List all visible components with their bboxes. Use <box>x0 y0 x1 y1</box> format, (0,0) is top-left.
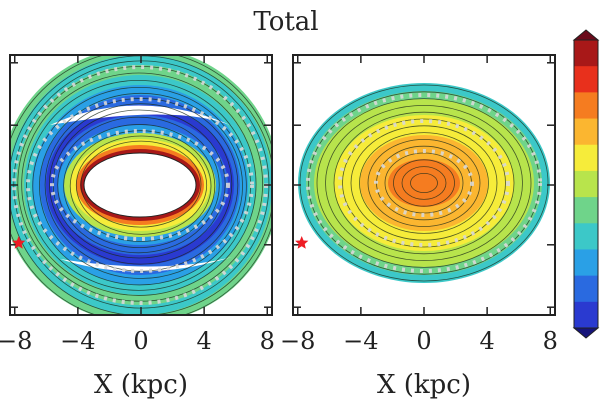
ring-contour <box>49 103 233 265</box>
disk-contour <box>359 132 489 234</box>
x-tick-label: 8 <box>260 327 275 355</box>
disk-contour <box>342 118 506 248</box>
x-tick-label: 0 <box>133 327 148 355</box>
disk-dotted-tracks <box>306 93 542 273</box>
disk-contour <box>367 138 481 227</box>
ring-contour <box>80 140 202 228</box>
disk-contour <box>333 111 515 255</box>
disk-level <box>402 169 446 197</box>
ring-central-hole <box>83 152 197 218</box>
colorbar-segment <box>574 197 598 224</box>
sun-position-star-marker <box>12 236 26 249</box>
colorbar-segment <box>574 144 598 172</box>
colorbar-bottom-extension <box>572 327 600 339</box>
colorbar-segment <box>574 170 598 198</box>
colorbar-segment <box>574 249 598 277</box>
panel-left-xlabel: X (kpc) <box>94 370 188 400</box>
colorbar-segment <box>574 66 598 93</box>
x-tick-label: −4 <box>60 327 95 355</box>
colorbar-segment <box>574 223 598 250</box>
colorbar-top-extension <box>572 29 600 41</box>
x-tick-label: −4 <box>343 327 378 355</box>
disk-dotted-track <box>374 149 474 217</box>
disk-contour <box>401 166 447 200</box>
disk-contour <box>393 159 455 207</box>
ring-contour <box>69 130 212 242</box>
disk-heatmap-layers <box>298 83 550 283</box>
x-tick-label: −8 <box>0 327 32 355</box>
disk-contour <box>299 84 549 282</box>
panel-left-tick-labels: −8 −4 0 4 8 <box>0 327 275 355</box>
panel-left-ticks <box>10 55 272 315</box>
ring-contour <box>38 92 243 279</box>
disk-dotted-track <box>306 93 542 273</box>
colorbar-segment <box>574 301 598 329</box>
ring-gap-top <box>50 105 235 127</box>
panel-right-xlabel: X (kpc) <box>377 370 471 400</box>
disk-dotted-track <box>338 119 510 247</box>
ring-dotted-track <box>50 129 230 241</box>
colorbar-segment <box>574 40 598 67</box>
disk-contour <box>316 98 532 268</box>
colorbar <box>572 29 600 339</box>
ring-contour <box>57 116 220 254</box>
sun-position-star-marker <box>295 236 309 249</box>
panel-left: −8 −4 0 4 8 X (kpc) <box>0 54 275 400</box>
colorbar-frame <box>573 39 599 329</box>
panel-right-tick-labels: −8 −4 0 4 8 <box>280 327 558 355</box>
ring-contour <box>63 124 216 249</box>
x-tick-label: 0 <box>416 327 431 355</box>
chart-title: Total <box>253 7 318 37</box>
disk-contour <box>350 125 498 241</box>
ring-gap-bottom <box>60 257 232 272</box>
ring-heatmap-layers <box>10 55 272 315</box>
colorbar-segment <box>574 92 598 120</box>
colorbar-segment <box>574 275 598 303</box>
colorbar-segment <box>574 118 598 146</box>
ring-contour <box>75 135 208 235</box>
disk-contour <box>410 172 438 193</box>
ring-dotted-track <box>26 97 254 273</box>
panel-right-ticks <box>293 55 555 315</box>
x-tick-label: 8 <box>543 327 558 355</box>
x-tick-label: 4 <box>479 327 494 355</box>
ring-contour <box>32 86 247 286</box>
x-tick-label: 4 <box>196 327 211 355</box>
disk-contours <box>299 84 549 282</box>
x-tick-label: −8 <box>280 327 315 355</box>
panel-right: −8 −4 0 4 8 X (kpc) <box>280 54 558 400</box>
disk-contour <box>325 105 523 261</box>
ring-contour <box>21 72 257 296</box>
